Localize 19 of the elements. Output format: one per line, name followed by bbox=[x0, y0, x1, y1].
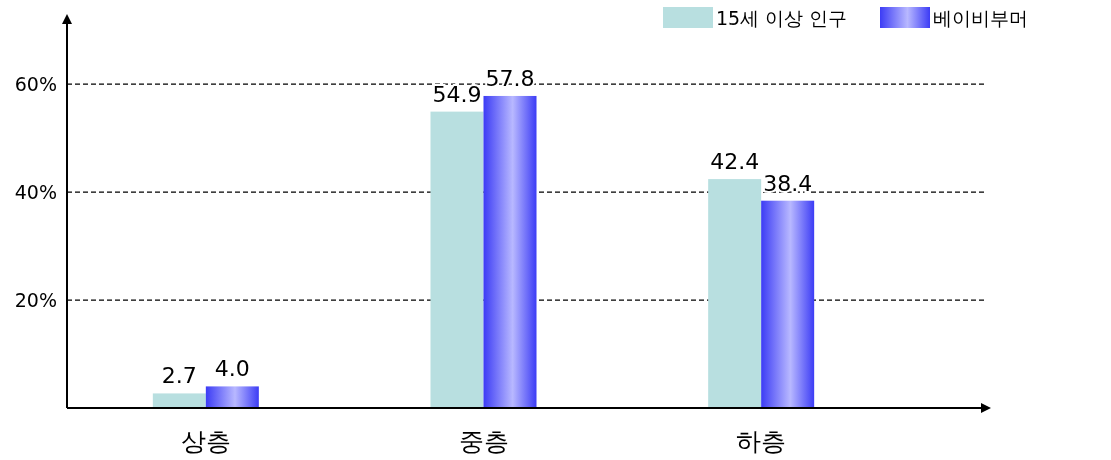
y-tick-label: 40% bbox=[14, 181, 57, 204]
data-label: 4.0 bbox=[214, 356, 250, 382]
bar bbox=[761, 200, 815, 408]
data-label: 54.9 bbox=[432, 81, 482, 107]
x-tick-label: 중층 bbox=[458, 427, 509, 456]
data-label: 38.4 bbox=[763, 170, 813, 196]
x-tick-label: 하층 bbox=[736, 427, 787, 456]
y-tick-label: 60% bbox=[14, 73, 57, 96]
legend-label: 15세 이상 인구 bbox=[716, 7, 848, 29]
y-tick-label: 20% bbox=[14, 289, 57, 312]
bar bbox=[708, 179, 762, 408]
legend-label: 베이비부머 bbox=[933, 7, 1028, 29]
data-label: 2.7 bbox=[161, 363, 197, 389]
bar bbox=[152, 393, 206, 408]
bar bbox=[205, 386, 259, 408]
data-label: 42.4 bbox=[710, 149, 760, 175]
bar bbox=[430, 111, 484, 408]
bar bbox=[483, 95, 537, 408]
x-tick-label: 상층 bbox=[180, 427, 231, 456]
